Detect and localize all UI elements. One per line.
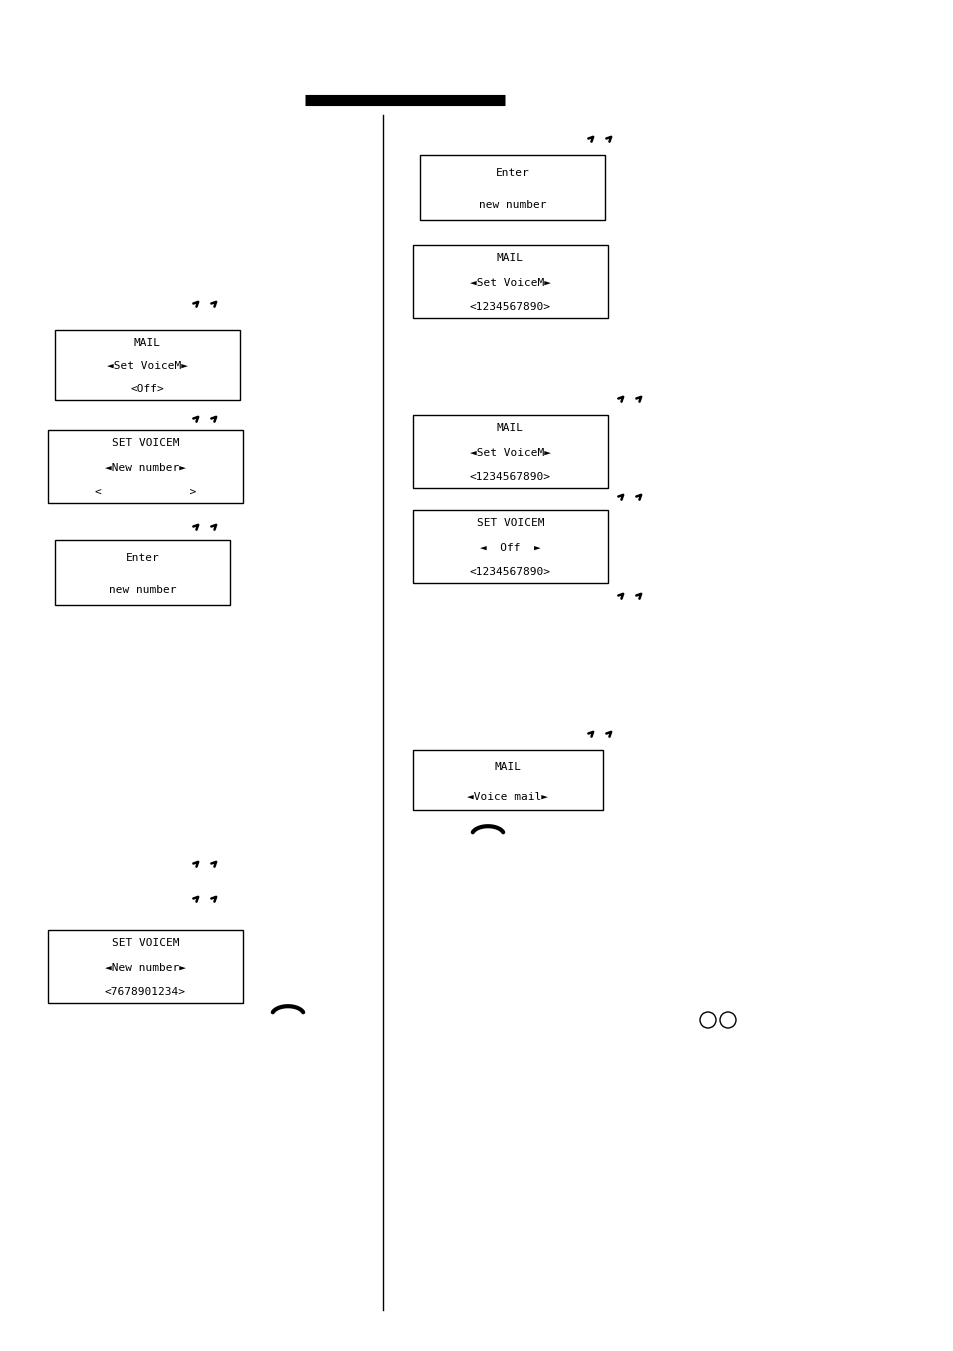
- Text: ◄Set VoiceM►: ◄Set VoiceM►: [470, 447, 551, 458]
- Text: <1234567890>: <1234567890>: [470, 471, 551, 482]
- Text: SET VOICEM: SET VOICEM: [112, 438, 179, 449]
- Text: new number: new number: [478, 200, 546, 211]
- Bar: [413, 415, 607, 488]
- Bar: [419, 155, 604, 220]
- Bar: [55, 540, 230, 605]
- Text: ◄New number►: ◄New number►: [105, 462, 186, 473]
- Text: ◄Voice mail►: ◄Voice mail►: [467, 792, 548, 801]
- Text: <             >: < >: [94, 488, 196, 497]
- Text: ◄  Off  ►: ◄ Off ►: [479, 543, 540, 553]
- Bar: [48, 929, 243, 1002]
- Text: ◄New number►: ◄New number►: [105, 963, 186, 973]
- Text: <Off>: <Off>: [131, 385, 164, 394]
- Text: ◄Set VoiceM►: ◄Set VoiceM►: [107, 361, 188, 372]
- Text: SET VOICEM: SET VOICEM: [476, 519, 543, 528]
- Bar: [413, 750, 602, 811]
- Text: new number: new number: [109, 585, 176, 596]
- Text: <1234567890>: <1234567890>: [470, 303, 551, 312]
- Text: Enter: Enter: [126, 553, 159, 563]
- Text: <1234567890>: <1234567890>: [470, 567, 551, 577]
- Bar: [55, 330, 240, 400]
- Bar: [48, 430, 243, 503]
- Text: ◄Set VoiceM►: ◄Set VoiceM►: [470, 278, 551, 288]
- Bar: [413, 245, 607, 317]
- Bar: [413, 509, 607, 584]
- Text: Enter: Enter: [496, 168, 529, 178]
- Text: MAIL: MAIL: [497, 254, 523, 263]
- Text: MAIL: MAIL: [494, 762, 521, 771]
- Text: SET VOICEM: SET VOICEM: [112, 939, 179, 948]
- Text: MAIL: MAIL: [497, 423, 523, 434]
- Text: <7678901234>: <7678901234>: [105, 988, 186, 997]
- Text: MAIL: MAIL: [133, 338, 161, 347]
